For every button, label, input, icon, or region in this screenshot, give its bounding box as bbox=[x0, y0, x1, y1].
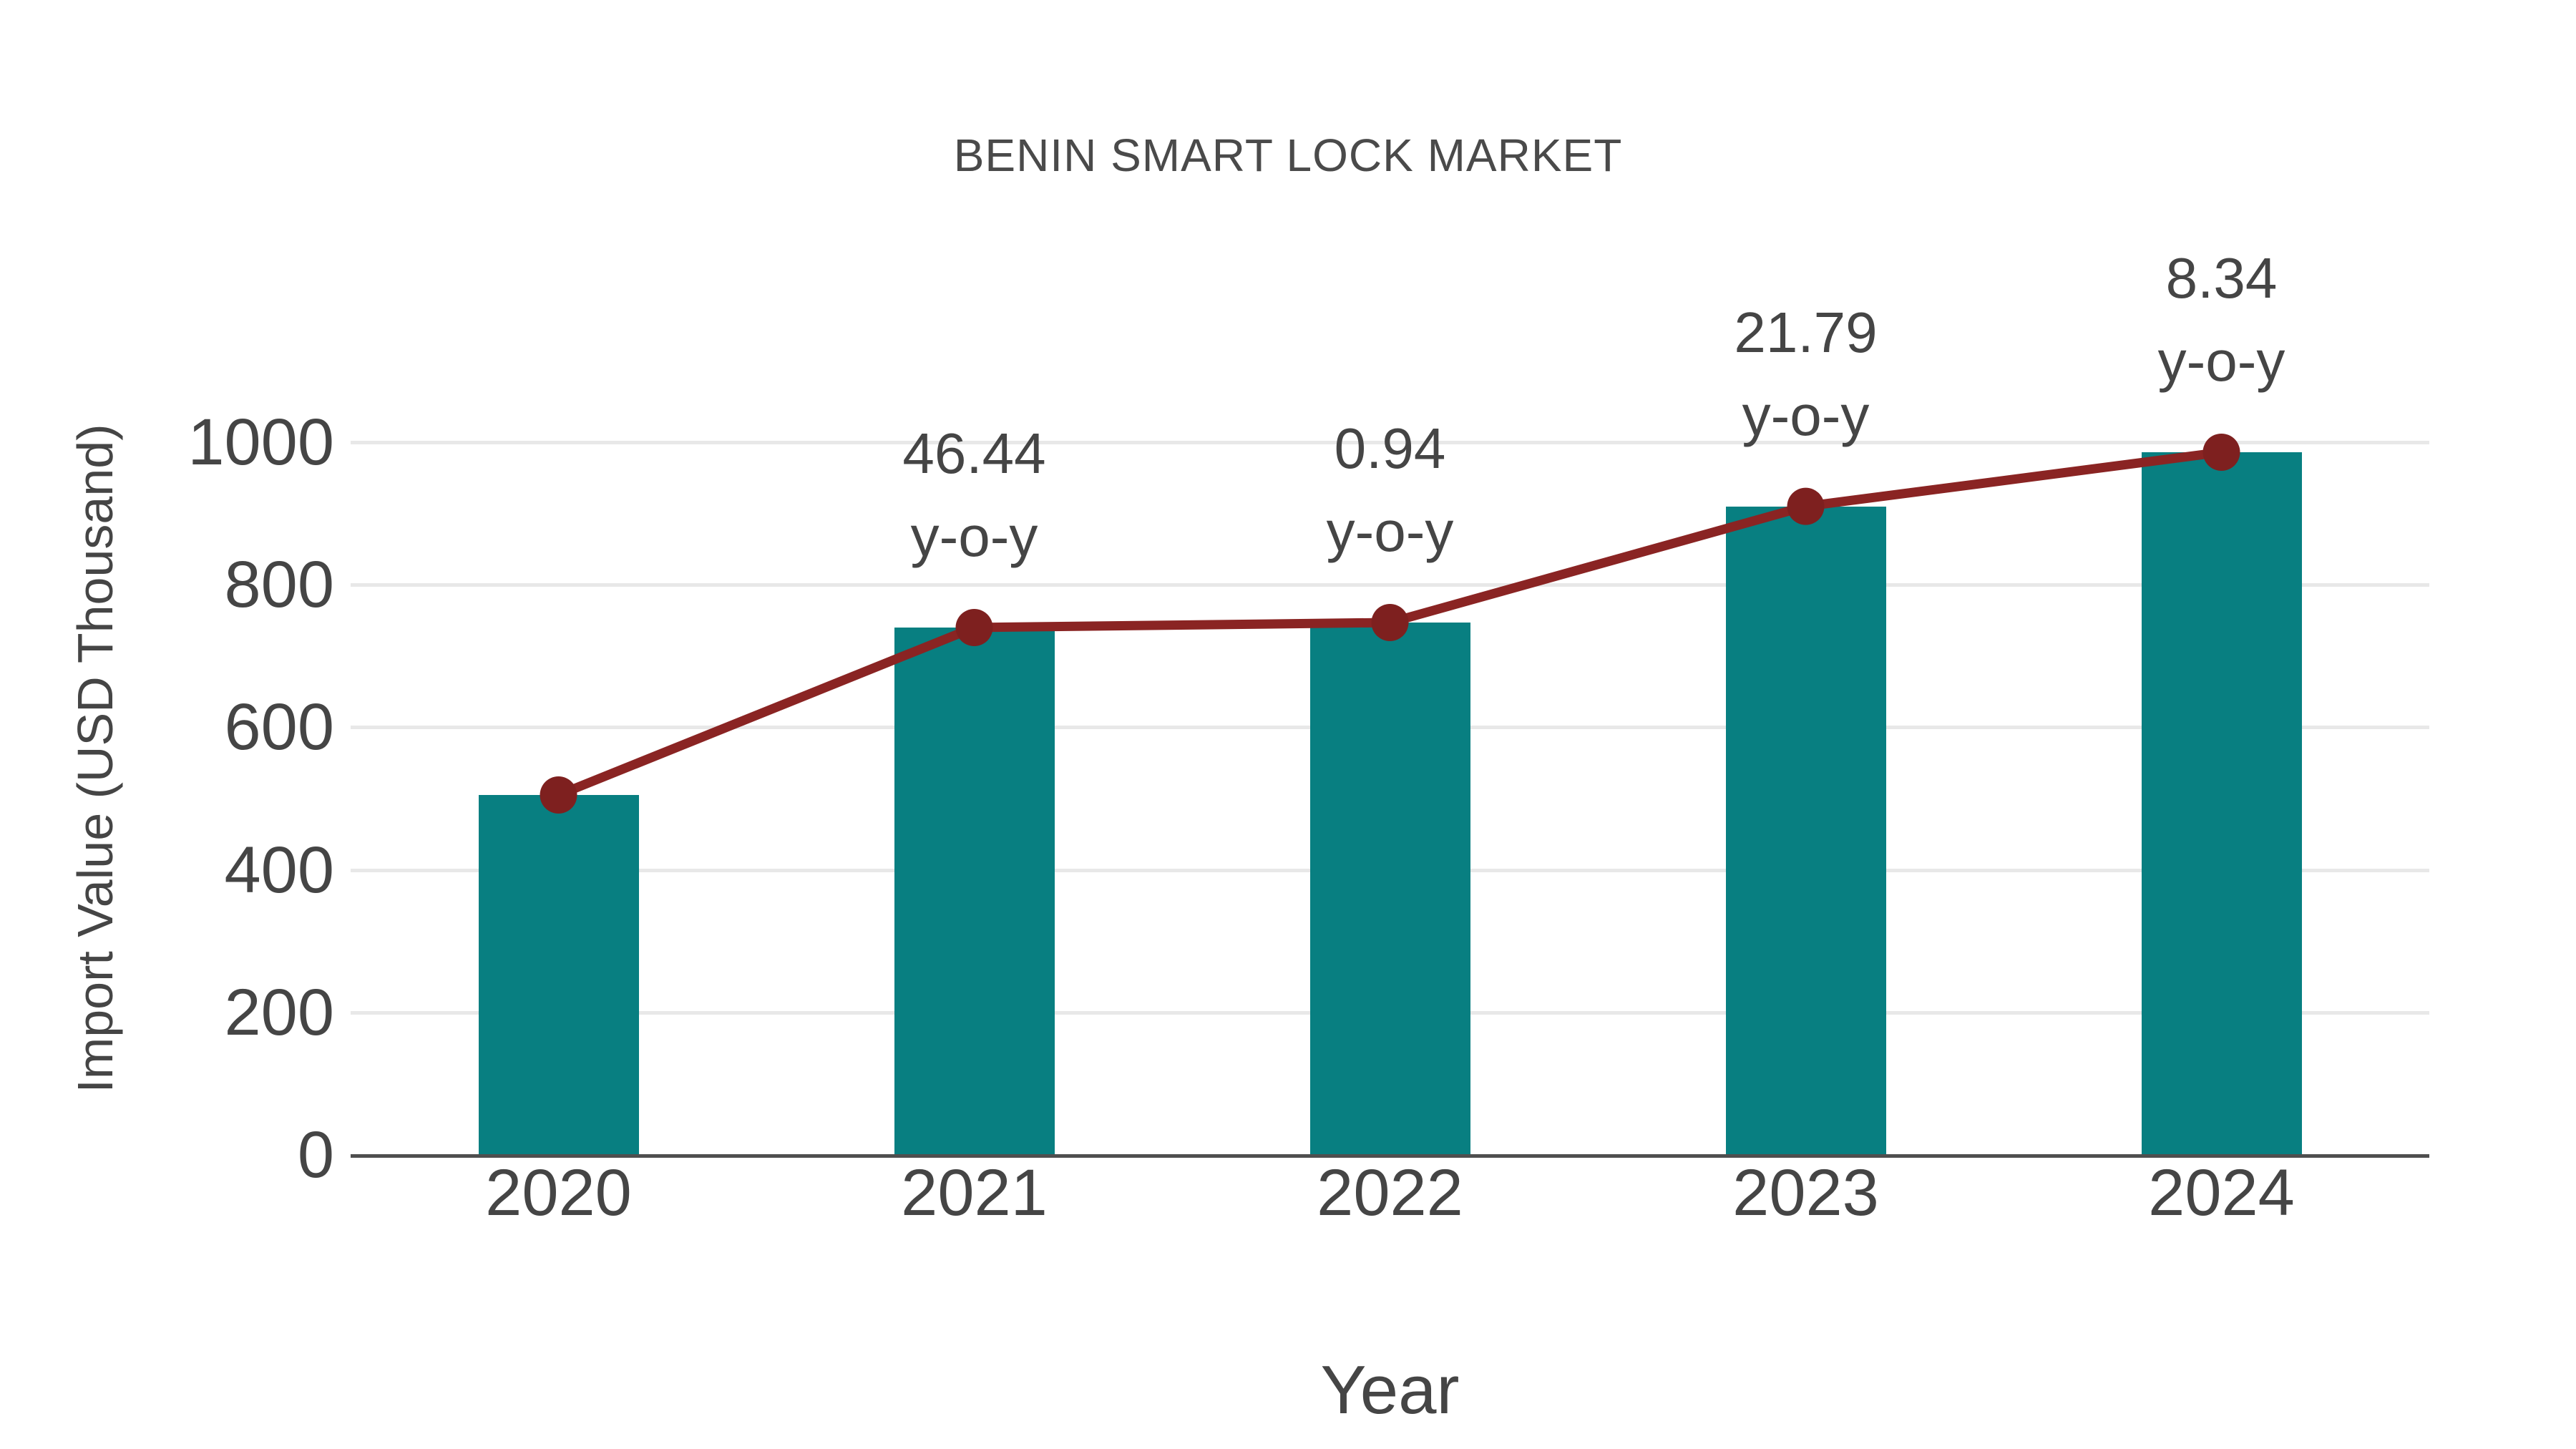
y-tick-label: 0 bbox=[297, 1118, 334, 1191]
yoy-annotation-value: 21.79 bbox=[1734, 300, 1878, 364]
x-tick-label: 2023 bbox=[1732, 1156, 1879, 1229]
data-point-marker-2021 bbox=[955, 608, 993, 646]
yoy-annotation-suffix: y-o-y bbox=[1742, 383, 1870, 447]
gridline-1000 bbox=[351, 441, 2429, 444]
bar-2022 bbox=[1309, 622, 1470, 1156]
y-tick-label: 400 bbox=[224, 833, 335, 907]
yoy-annotation-value: 0.94 bbox=[1334, 416, 1446, 480]
y-tick-label: 600 bbox=[224, 691, 335, 764]
yoy-annotation-suffix: y-o-y bbox=[1326, 499, 1454, 563]
yoy-annotation-2022: 0.94 y-o-y bbox=[1140, 416, 1641, 563]
data-point-marker-2024 bbox=[2202, 433, 2240, 471]
bar-2021 bbox=[894, 627, 1055, 1156]
data-point-marker-2022 bbox=[1371, 603, 1409, 641]
x-tick-label: 2020 bbox=[485, 1156, 632, 1229]
x-tick-label: 2022 bbox=[1317, 1156, 1463, 1229]
yoy-annotation-suffix: y-o-y bbox=[910, 504, 1038, 568]
data-point-marker-2020 bbox=[540, 776, 577, 814]
y-tick-label: 200 bbox=[224, 975, 335, 1049]
chart-title: BENIN SMART LOCK MARKET bbox=[953, 130, 1623, 181]
x-axis-label: Year bbox=[1320, 1352, 1460, 1428]
yoy-annotation-2024: 8.34 y-o-y bbox=[1971, 245, 2472, 393]
bar-2024 bbox=[2141, 452, 2302, 1156]
yoy-annotation-value: 8.34 bbox=[2165, 245, 2278, 310]
yoy-annotation-suffix: y-o-y bbox=[2157, 328, 2285, 393]
yoy-annotation-2021: 46.44 y-o-y bbox=[724, 421, 1225, 568]
x-tick-label: 2024 bbox=[2148, 1156, 2295, 1229]
yoy-annotation-value: 46.44 bbox=[902, 421, 1046, 485]
bar-2023 bbox=[1725, 506, 1886, 1156]
yoy-annotation-2023: 21.79 y-o-y bbox=[1556, 300, 2057, 447]
data-point-marker-2023 bbox=[1787, 487, 1825, 525]
y-tick-label: 1000 bbox=[187, 406, 334, 479]
x-axis-line bbox=[351, 1154, 2429, 1158]
x-tick-label: 2021 bbox=[901, 1156, 1048, 1229]
y-tick-label: 800 bbox=[224, 548, 335, 622]
bar-2020 bbox=[478, 795, 639, 1156]
gridline-800 bbox=[351, 583, 2429, 587]
